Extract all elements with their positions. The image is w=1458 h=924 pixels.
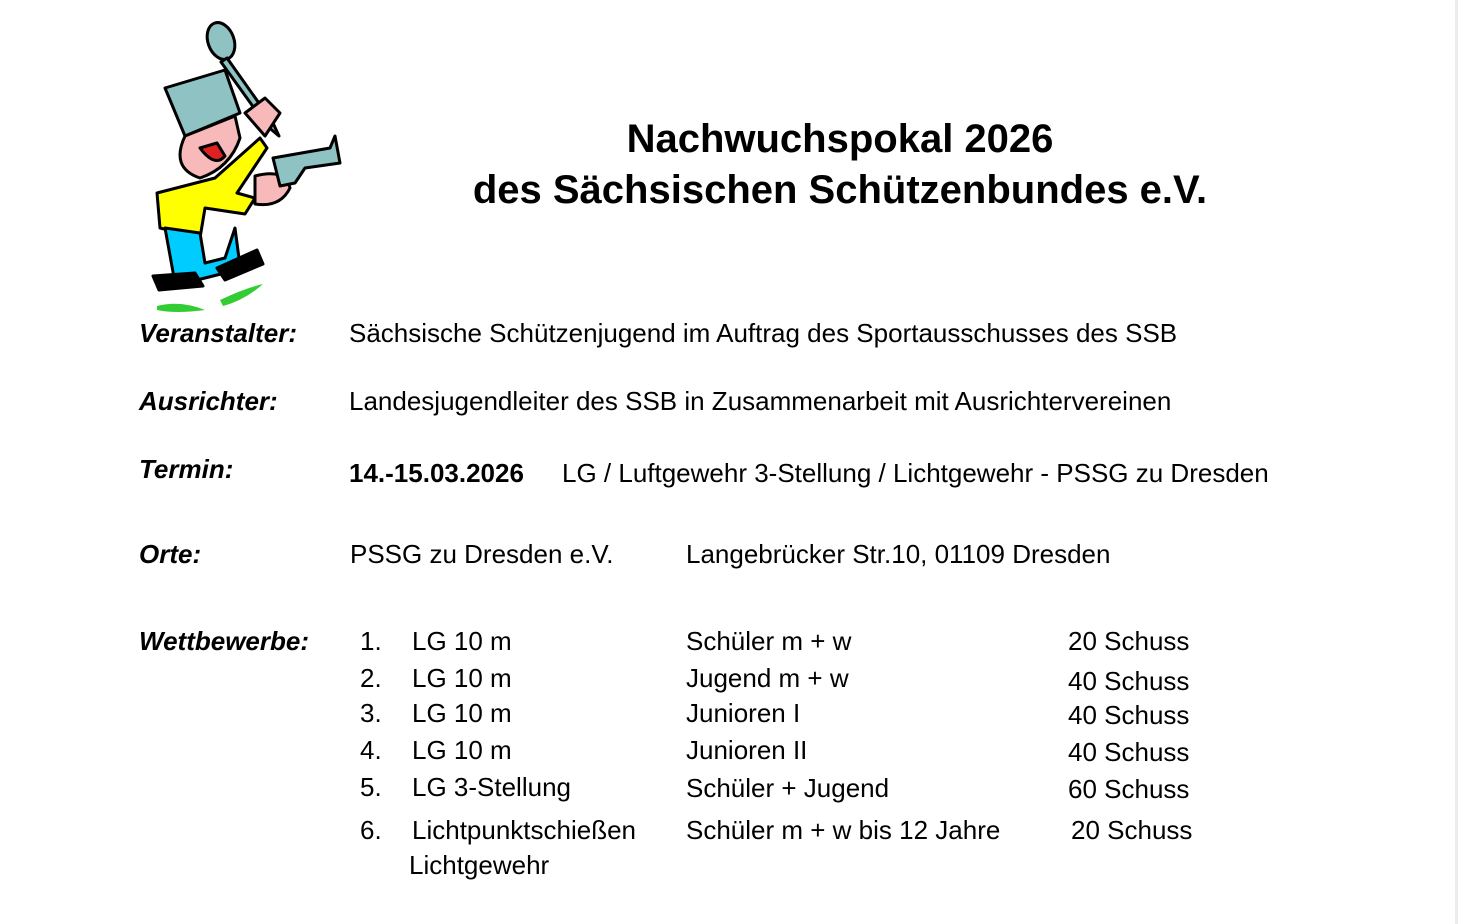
item-class: Schüler m + w bis 12 Jahre [686, 815, 1001, 845]
item-shots: 40 Schuss [1068, 700, 1190, 730]
item-number: 4. [360, 735, 382, 765]
orte-address: Langebrücker Str.10, 01109 Dresden [686, 539, 1111, 569]
item-class: Junioren I [686, 698, 801, 728]
veranstalter-value: Sächsische Schützenjugend im Auftrag des… [349, 318, 1178, 348]
item-number: 6. [360, 815, 382, 845]
title-line-1: Nachwuchspokal 2026 [626, 117, 1054, 161]
item-shots: 20 Schuss [1071, 815, 1193, 845]
item-discipline: LG 10 m [412, 698, 512, 728]
item-number: 2. [360, 663, 382, 693]
termin-label: Termin: [139, 454, 234, 484]
item-class: Junioren II [686, 735, 808, 765]
wettbewerbe-label: Wettbewerbe: [139, 626, 309, 656]
ausrichter-value: Landesjugendleiter des SSB in Zusammenar… [349, 386, 1172, 416]
cartoon-shooter-logo [151, 21, 342, 312]
item-number: 1. [360, 626, 382, 656]
item-discipline-line2: Lichtgewehr [409, 850, 550, 880]
veranstalter-label: Veranstalter: [139, 318, 297, 348]
item-discipline: LG 3-Stellung [412, 772, 571, 802]
title-line-2: des Sächsischen Schützenbundes e.V. [472, 168, 1208, 212]
orte-label: Orte: [139, 539, 202, 569]
termin-value: LG / Luftgewehr 3-Stellung / Lichtgewehr… [562, 458, 1269, 488]
item-discipline: LG 10 m [412, 663, 512, 693]
item-shots: 40 Schuss [1068, 737, 1190, 767]
item-shots: 60 Schuss [1068, 774, 1190, 804]
page-edge [1455, 0, 1458, 924]
item-discipline: Lichtpunktschießen [412, 815, 637, 845]
item-class: Schüler m + w [686, 626, 852, 656]
item-class: Jugend m + w [686, 663, 849, 693]
item-class: Schüler + Jugend [686, 773, 890, 803]
item-number: 5. [360, 772, 382, 802]
item-discipline: LG 10 m [412, 735, 512, 765]
item-shots: 20 Schuss [1068, 626, 1190, 656]
item-shots: 40 Schuss [1068, 666, 1190, 696]
ausrichter-label: Ausrichter: [139, 386, 278, 416]
item-number: 3. [360, 698, 382, 728]
termin-date: 14.-15.03.2026 [349, 458, 524, 488]
item-discipline: LG 10 m [412, 626, 512, 656]
orte-venue: PSSG zu Dresden e.V. [350, 539, 614, 569]
